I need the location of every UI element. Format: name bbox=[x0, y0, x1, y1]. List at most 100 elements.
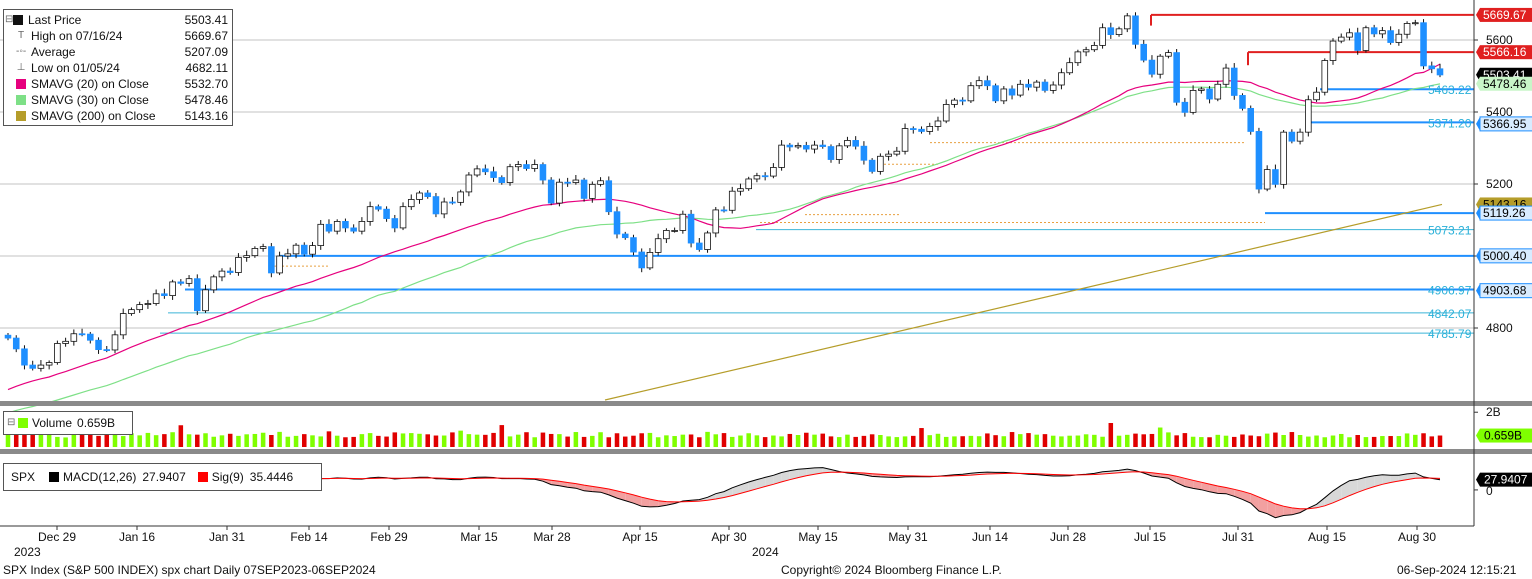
x-tick-label: May 31 bbox=[888, 530, 928, 544]
candle-up bbox=[597, 180, 604, 185]
volume-tick-label: 2B bbox=[1486, 405, 1501, 419]
volume-bar bbox=[38, 432, 44, 447]
x-tick-label: Mar 15 bbox=[460, 530, 498, 544]
legend-value: 5143.16 bbox=[184, 109, 228, 123]
volume-bar bbox=[186, 434, 192, 447]
volume-bar bbox=[1166, 432, 1171, 447]
legend-label: SMAVG (30) on Close bbox=[31, 93, 149, 107]
volume-bar bbox=[1429, 436, 1435, 447]
volume-bar bbox=[532, 437, 537, 447]
candle-up bbox=[975, 80, 983, 87]
volume-bar bbox=[935, 433, 941, 447]
candle-up bbox=[37, 364, 45, 369]
volume-bar bbox=[417, 433, 422, 447]
macd-label: MACD(12,26) bbox=[63, 470, 137, 484]
candle-down bbox=[490, 171, 497, 178]
candle-up bbox=[745, 178, 752, 190]
volume-bar bbox=[762, 437, 768, 447]
volume-bar bbox=[285, 436, 291, 447]
legend-sma200: SMAVG (200) on Close 5143.16 bbox=[4, 108, 232, 124]
volume-bar bbox=[1050, 435, 1056, 447]
volume-bar bbox=[1034, 434, 1039, 447]
volume-panel[interactable]: 2B 0.659B bbox=[5, 405, 1532, 447]
volume-bar bbox=[968, 435, 974, 447]
x-tick-label: Dec 29 bbox=[38, 530, 76, 544]
candle-down bbox=[1247, 108, 1254, 132]
level-label: 4785.79 bbox=[1428, 327, 1472, 341]
candle-up bbox=[1156, 55, 1164, 75]
signal-value: 35.4446 bbox=[249, 470, 294, 484]
volume-bar bbox=[1108, 423, 1114, 447]
candle-up bbox=[1099, 27, 1106, 46]
candle-down bbox=[103, 349, 111, 352]
candle-down bbox=[1173, 52, 1180, 103]
candle-up bbox=[531, 164, 538, 169]
candle-up bbox=[1091, 45, 1098, 51]
candle-down bbox=[1041, 81, 1049, 91]
candle-up bbox=[317, 223, 325, 246]
volume-bar bbox=[919, 428, 924, 447]
macd-swatch bbox=[49, 472, 60, 482]
price-panel[interactable]: 480050005200540056005669.675566.165503.4… bbox=[0, 7, 1532, 414]
volume-bar bbox=[203, 433, 208, 447]
candle-up bbox=[136, 304, 143, 311]
level-label: 5073.21 bbox=[1428, 224, 1472, 238]
volume-bar bbox=[1207, 437, 1212, 447]
candle-up bbox=[399, 206, 407, 229]
x-tick-label: Apr 30 bbox=[711, 530, 747, 544]
candle-down bbox=[391, 218, 399, 229]
volume-bar bbox=[466, 434, 472, 447]
candle-up bbox=[1362, 27, 1370, 51]
volume-legend-label: Volume bbox=[32, 416, 73, 430]
volume-bar bbox=[573, 432, 579, 447]
candle-up bbox=[589, 183, 596, 199]
candle-up bbox=[671, 230, 678, 232]
volume-bar bbox=[548, 433, 554, 447]
macd-fill bbox=[707, 493, 716, 501]
volume-bar bbox=[359, 434, 365, 447]
candle-up bbox=[794, 145, 802, 148]
volume-bar bbox=[13, 434, 19, 447]
candle-up bbox=[1280, 131, 1287, 185]
x-tick-label: Jan 16 bbox=[119, 530, 155, 544]
candle-up bbox=[366, 206, 374, 222]
candle-down bbox=[1181, 101, 1189, 113]
volume-bar bbox=[631, 435, 636, 447]
candle-down bbox=[1025, 83, 1032, 88]
x-tick-label: Jul 31 bbox=[1222, 530, 1254, 544]
macd-fill bbox=[1168, 474, 1177, 483]
volume-bar bbox=[622, 436, 628, 447]
volume-bar bbox=[1314, 435, 1319, 447]
candle-down bbox=[29, 364, 36, 369]
volume-bar bbox=[1157, 427, 1163, 447]
volume-bar bbox=[960, 436, 965, 447]
macd-fill bbox=[765, 475, 774, 487]
volume-bar bbox=[392, 432, 398, 447]
macd-fill bbox=[1316, 497, 1325, 508]
volume-bar bbox=[376, 435, 381, 447]
volume-bar bbox=[334, 435, 340, 447]
volume-bar bbox=[515, 434, 521, 447]
expand-icon[interactable]: ⊟ bbox=[7, 417, 16, 428]
candle-down bbox=[1272, 169, 1279, 185]
volume-bar bbox=[853, 436, 858, 447]
macd-fill bbox=[1374, 474, 1383, 487]
volume-bar bbox=[1149, 433, 1155, 447]
price-label-arrow bbox=[1476, 116, 1480, 131]
macd-fill bbox=[1407, 473, 1416, 480]
candle-down bbox=[621, 233, 629, 239]
volume-bar bbox=[269, 435, 274, 447]
volume-bar bbox=[590, 435, 595, 447]
sma20-swatch bbox=[16, 79, 26, 89]
candle-down bbox=[720, 209, 728, 212]
year-label-2023: 2023 bbox=[14, 545, 41, 559]
candle-down bbox=[194, 278, 201, 312]
macd-fill bbox=[798, 468, 807, 478]
candle-down bbox=[1239, 95, 1246, 109]
macd-fill bbox=[625, 492, 634, 504]
volume-bar bbox=[1001, 436, 1007, 447]
x-axis: Dec 29 Jan 16 Jan 31 Feb 14 Feb 29 Mar 15 Mar … bbox=[38, 526, 1436, 544]
expand-icon[interactable]: ⊟ bbox=[5, 14, 14, 25]
candle-up bbox=[1033, 81, 1041, 88]
macd-fill bbox=[641, 497, 650, 507]
